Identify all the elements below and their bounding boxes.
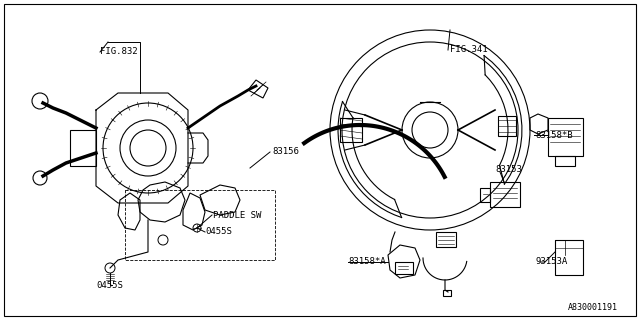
Text: PADDLE SW: PADDLE SW xyxy=(213,211,261,220)
Text: 83156: 83156 xyxy=(272,148,299,156)
Text: 83158*B: 83158*B xyxy=(535,131,573,140)
Text: FIG.341: FIG.341 xyxy=(450,45,488,54)
Text: A830001191: A830001191 xyxy=(568,303,618,313)
Text: 0455S: 0455S xyxy=(205,228,232,236)
Text: 83153: 83153 xyxy=(495,165,522,174)
Text: FIG.832: FIG.832 xyxy=(100,47,138,57)
Text: 0455S: 0455S xyxy=(97,281,124,290)
Text: 83158*A: 83158*A xyxy=(348,258,386,267)
Text: 93153A: 93153A xyxy=(535,258,567,267)
